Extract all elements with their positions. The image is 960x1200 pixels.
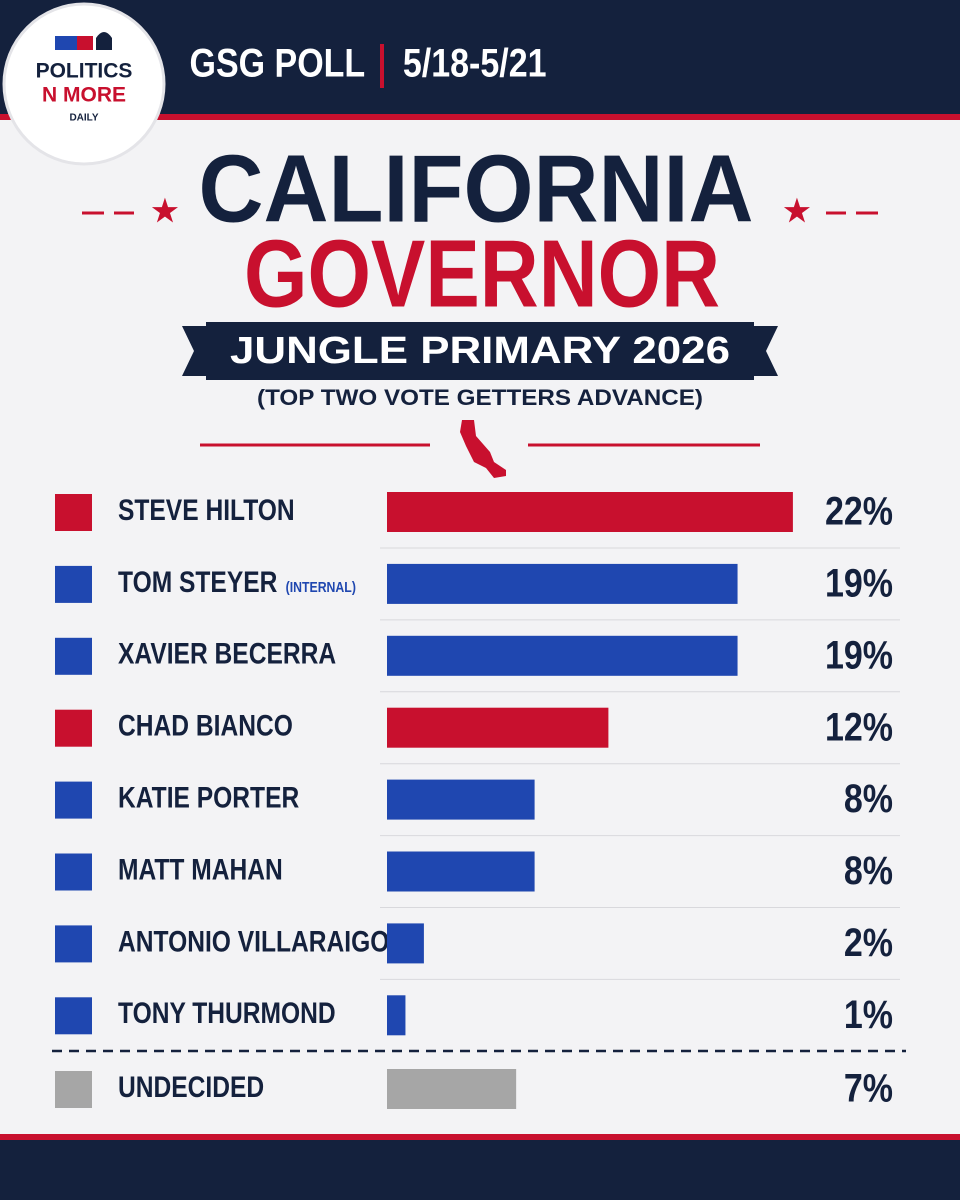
value-label: 2%	[844, 919, 893, 964]
legend-swatch	[55, 1071, 92, 1108]
value-label: 7%	[844, 1065, 893, 1110]
value-group: 19%	[825, 560, 893, 605]
label-group: CHAD BIANCO	[118, 708, 293, 742]
value-group: 22%	[825, 488, 893, 533]
category-label: TOM STEYER	[118, 564, 278, 598]
subtitle: GOVERNOR	[244, 220, 720, 327]
legend-swatch	[55, 853, 92, 891]
ribbon	[206, 322, 754, 380]
logo-capitol	[96, 32, 112, 50]
ornament-star: ★	[784, 195, 811, 228]
label-group: STEVE HILTON	[118, 493, 295, 527]
footer-stripe	[0, 1134, 960, 1140]
value-label: 12%	[825, 704, 893, 749]
legend-swatch	[55, 709, 92, 747]
category-label: UNDECIDED	[118, 1070, 264, 1104]
legend-swatch	[55, 925, 92, 963]
category-label: STEVE HILTON	[118, 493, 295, 527]
divider	[380, 44, 384, 88]
logo-text: DAILY	[69, 113, 98, 124]
category-label: CHAD BIANCO	[118, 708, 293, 742]
ornament-star: ★	[152, 195, 179, 228]
bar	[387, 779, 535, 820]
label-group: UNDECIDED	[118, 1070, 264, 1104]
bar	[387, 707, 609, 748]
logo-text: POLITICS	[36, 60, 133, 83]
bar	[387, 995, 406, 1036]
header-stripe	[0, 114, 960, 120]
legend-swatch	[55, 637, 92, 675]
category-label: ANTONIO VILLARAIGOSA	[118, 924, 424, 958]
category-label: TONY THURMOND	[118, 996, 336, 1030]
label-group: TOM STEYER (INTERNAL)	[118, 564, 356, 598]
poll-dates: 5/18-5/21	[403, 40, 547, 85]
bar	[387, 635, 738, 676]
category-label: KATIE PORTER	[118, 780, 299, 814]
banner: JUNGLE PRIMARY 2026	[230, 330, 730, 372]
legend-swatch	[55, 494, 92, 531]
bar	[387, 492, 793, 532]
label-group: KATIE PORTER	[118, 780, 299, 814]
logo-text: N MORE	[42, 84, 126, 107]
bar	[387, 1069, 517, 1109]
value-label: 1%	[844, 991, 893, 1036]
label-group: MATT MAHAN	[118, 852, 283, 886]
logo-circle	[2, 2, 166, 166]
bar	[387, 923, 424, 964]
value-label: 19%	[825, 632, 893, 677]
value-label: 22%	[825, 488, 893, 533]
value-group: 12%	[825, 704, 893, 749]
legend-swatch	[55, 997, 92, 1035]
category-note: (INTERNAL)	[286, 579, 356, 595]
value-group: 2%	[844, 919, 893, 964]
bar	[387, 563, 738, 604]
value-group: 7%	[844, 1065, 893, 1110]
logo-flag	[77, 36, 93, 50]
label-group: ANTONIO VILLARAIGOSA	[118, 924, 424, 958]
california-shape	[460, 420, 506, 478]
logo-flag	[55, 36, 77, 50]
note: (TOP TWO VOTE GETTERS ADVANCE)	[257, 385, 703, 410]
category-label: XAVIER BECERRA	[118, 636, 336, 670]
legend-swatch	[55, 565, 92, 603]
value-label: 19%	[825, 560, 893, 605]
label-group: TONY THURMOND	[118, 996, 336, 1030]
poll-name: GSG POLL	[190, 40, 366, 85]
legend-swatch	[55, 781, 92, 819]
value-label: 8%	[844, 847, 893, 892]
label-group: XAVIER BECERRA	[118, 636, 336, 670]
value-group: 8%	[844, 847, 893, 892]
value-label: 8%	[844, 776, 893, 821]
title: CALIFORNIA	[199, 135, 754, 242]
value-group: 19%	[825, 632, 893, 677]
bar	[387, 851, 535, 892]
value-group: 8%	[844, 776, 893, 821]
category-label: MATT MAHAN	[118, 852, 283, 886]
value-group: 1%	[844, 991, 893, 1036]
footer-band	[0, 1140, 960, 1200]
